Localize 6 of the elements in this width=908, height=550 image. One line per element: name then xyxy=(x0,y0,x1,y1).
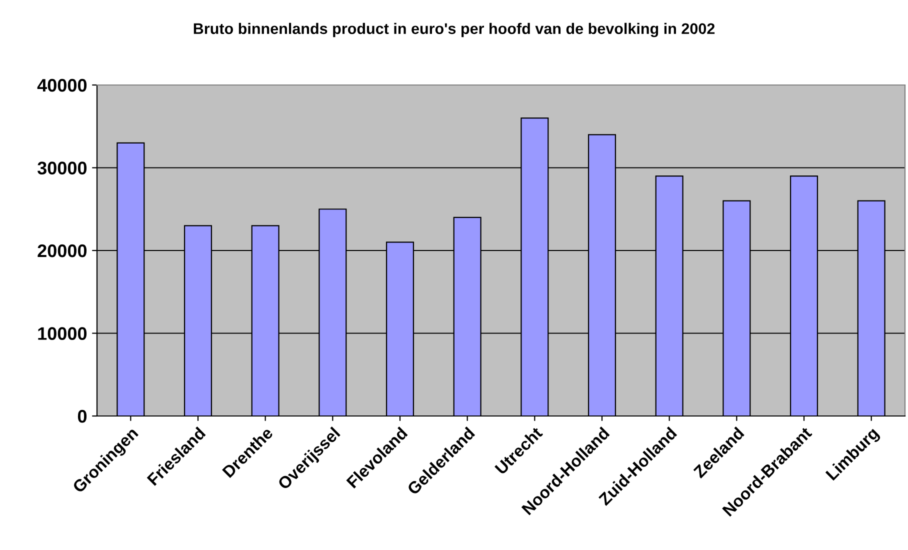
chart-title: Bruto binnenlands product in euro's per hoofd van de bevolking in 2002 xyxy=(194,22,715,38)
y-tick-label: 20000 xyxy=(38,244,87,258)
y-tick-label: 40000 xyxy=(37,78,87,92)
y-tick-label: 10000 xyxy=(38,327,87,340)
y-tick-label: 30000 xyxy=(37,162,87,174)
y-tick-label: 0 xyxy=(78,410,87,423)
